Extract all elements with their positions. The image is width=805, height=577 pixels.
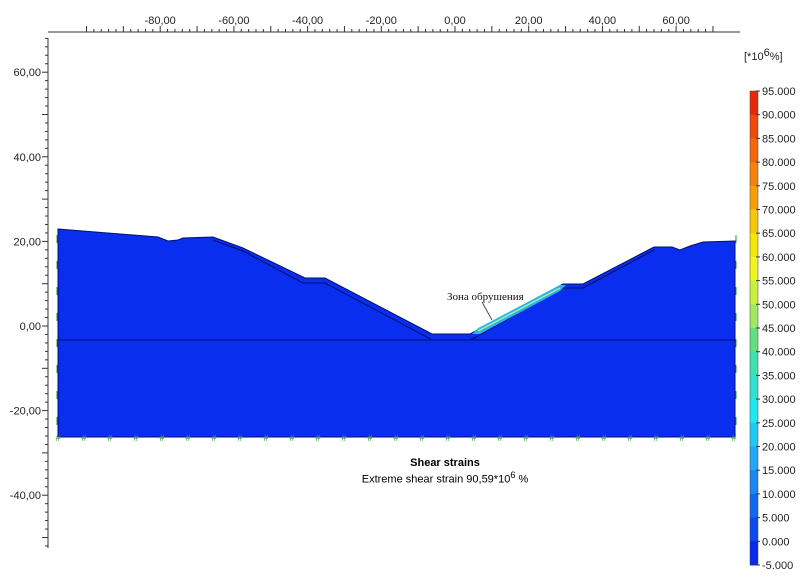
x-tick-label: -20,00 — [366, 15, 397, 27]
colorbar-band — [750, 422, 758, 447]
fixity-mark: # — [341, 433, 346, 443]
colorbar-band — [750, 304, 758, 329]
x-tick-label: -60,00 — [218, 15, 249, 27]
x-tick-label: -40,00 — [292, 15, 323, 27]
colorbar-band — [750, 493, 758, 519]
fixity-mark: # — [627, 433, 632, 443]
colorbar-label: 40.000 — [762, 347, 796, 359]
colorbar-label: 25.000 — [762, 418, 796, 430]
x-axis: -80,00 -60,00 -40,00 -20,00 0,00 20,00 40,00 60… — [48, 15, 740, 33]
x-tick-label: 40,00 — [589, 15, 617, 27]
fixity-mark: # — [55, 433, 60, 443]
fixity-mark: # — [445, 433, 450, 443]
fixity-mark: # — [159, 433, 164, 443]
y-tick-label: 60,00 — [13, 67, 41, 79]
y-tick-label: -20,00 — [10, 406, 41, 418]
colorbar-label: 45.000 — [762, 323, 796, 335]
fixity-mark: # — [705, 433, 710, 443]
fixity-mark: # — [237, 433, 242, 443]
fixity-mark: # — [81, 433, 86, 443]
colorbar-label: 80.000 — [762, 157, 796, 169]
colorbar-band — [750, 256, 758, 282]
colorbar-label: 70.000 — [762, 205, 796, 217]
colorbar-band — [750, 351, 758, 376]
colorbar-label: 55.000 — [762, 276, 796, 288]
fixity-mark: # — [185, 433, 190, 443]
x-tick-label: 20,00 — [515, 15, 543, 27]
colorbar-label: 35.000 — [762, 370, 796, 382]
colorbar-band — [750, 541, 758, 566]
colorbar-band — [750, 185, 758, 210]
fixity-mark: # — [107, 433, 112, 443]
boundary-fixities: # # # # # # # # # # # # # # # # # # # # # # # # # # # — [55, 235, 737, 443]
x-tick-label: -80,00 — [145, 15, 176, 27]
x-tick-label: 0,00 — [444, 15, 465, 27]
colorbar-label: 65.000 — [762, 228, 796, 240]
fixity-mark: # — [601, 433, 606, 443]
colorbar-label: 15.000 — [762, 465, 796, 477]
fixity-mark: # — [549, 433, 554, 443]
colorbar-band — [750, 162, 758, 187]
colorbar-label: 50.000 — [762, 299, 796, 311]
fixity-mark: # — [315, 433, 320, 443]
colorbar-band — [750, 399, 758, 424]
colorbar-band — [750, 328, 758, 353]
colorbar-label: 30.000 — [762, 394, 796, 406]
colorbar: 95.000 90.000 85.000 80.000 75.000 70.000 65.0… — [749, 86, 796, 572]
colorbar-band — [750, 470, 758, 495]
colorbar-band — [750, 209, 758, 234]
annotation: Зона обрушения — [447, 291, 524, 303]
failure-zone-core — [477, 287, 561, 332]
colorbar-label: 90.000 — [762, 110, 796, 122]
chart-title: Shear strains — [410, 457, 480, 469]
y-tick-label: 0,00 — [20, 321, 41, 333]
y-tick-label: -40,00 — [10, 490, 41, 502]
colorbar-label: 10.000 — [762, 489, 796, 501]
colorbar-label: 60.000 — [762, 252, 796, 264]
fixity-mark: # — [679, 433, 684, 443]
colorbar-band — [750, 91, 758, 116]
colorbar-band — [750, 280, 758, 305]
y-axis: 60,00 40,00 20,00 0,00 -20,00 -40,00 — [10, 37, 49, 548]
colorbar-label: 95.000 — [762, 86, 796, 98]
annotation-leader — [481, 301, 493, 321]
colorbar-band — [750, 517, 758, 542]
fixity-mark: # — [731, 433, 736, 443]
colorbar-band — [750, 375, 758, 400]
fixity-mark: # — [133, 433, 138, 443]
fixity-mark: # — [523, 433, 528, 443]
colorbar-label: 85.000 — [762, 133, 796, 145]
y-tick-label: 20,00 — [13, 236, 41, 248]
colorbar-band — [750, 114, 758, 139]
fixity-mark: # — [393, 433, 398, 443]
fixity-mark: # — [497, 433, 502, 443]
fixity-mark: # — [575, 433, 580, 443]
colorbar-band — [750, 446, 758, 471]
chart-subtitle: Extreme shear strain 90,59*106 % — [361, 470, 529, 486]
fixity-mark: # — [211, 433, 216, 443]
fixity-mark: # — [653, 433, 658, 443]
colorbar-label: -5.000 — [762, 560, 793, 572]
colorbar-label: 20.000 — [762, 442, 796, 454]
colorbar-band — [750, 233, 758, 258]
fixity-mark: # — [367, 433, 372, 443]
x-tick-label: 60,00 — [662, 15, 690, 27]
soil-mesh — [57, 228, 736, 438]
fixity-mark: # — [289, 433, 294, 443]
colorbar-label: 75.000 — [762, 181, 796, 193]
fixity-mark: # — [419, 433, 424, 443]
fixity-mark: # — [471, 433, 476, 443]
colorbar-band — [750, 138, 758, 163]
colorbar-label: 5.000 — [762, 513, 790, 525]
y-tick-label: 40,00 — [13, 152, 41, 164]
fixity-mark: # — [263, 433, 268, 443]
colorbar-unit: [*106%] — [744, 47, 783, 63]
colorbar-label: 0.000 — [762, 536, 790, 548]
